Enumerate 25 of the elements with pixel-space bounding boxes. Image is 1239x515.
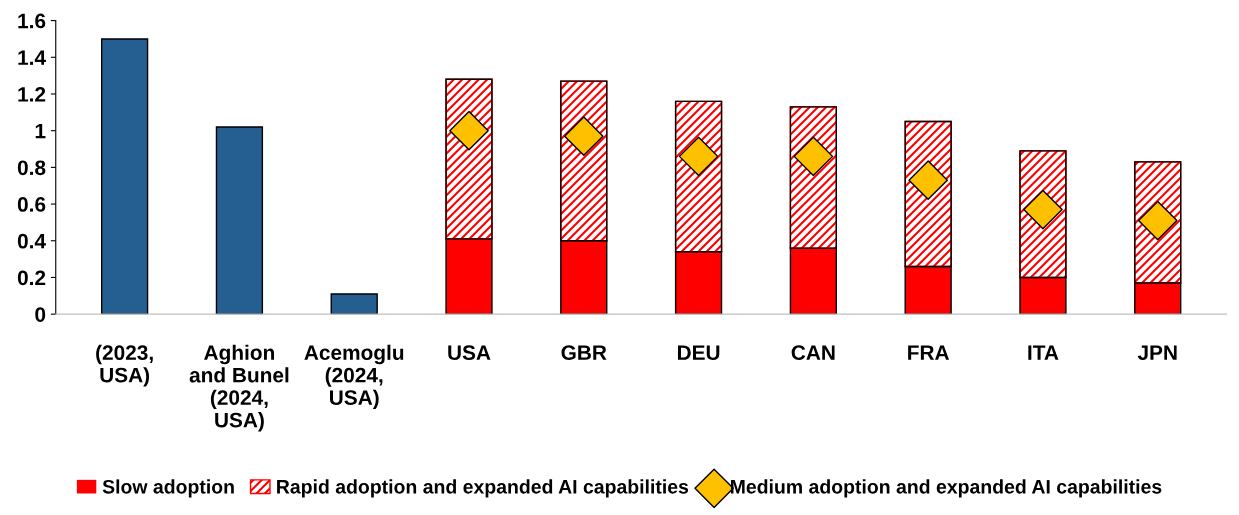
x-tick-label: USA <box>448 345 491 361</box>
point <box>793 136 834 177</box>
point <box>563 116 604 157</box>
x-tick-label: (2023, USA) <box>96 344 153 387</box>
x-tick-label: Aghion and Bunel (2024, USA) <box>189 344 289 432</box>
legend-label: Rapid adoption and expanded AI capabilities <box>277 479 689 498</box>
y-tick-label: 0.8 <box>17 160 46 176</box>
legend-label: Medium adoption and expanded AI capabilities <box>730 479 1162 498</box>
x-tick-label: Acemoglu (2024, USA) <box>304 344 404 410</box>
y-tick-label: 0.6 <box>17 197 46 212</box>
y-tick-label: 0.2 <box>17 270 46 286</box>
point <box>449 110 489 151</box>
y-tick-label: 1 <box>35 123 46 139</box>
y-tick-label: 0 <box>35 307 46 322</box>
y-tick-label: 1.4 <box>18 50 46 65</box>
x-tick-label: JPN <box>1137 345 1177 361</box>
y-tick-label: 0.4 <box>17 233 46 249</box>
y-tick-label: 1.6 <box>18 13 46 29</box>
x-tick-label: FRA <box>908 345 950 360</box>
x-tick-label: CAN <box>791 345 835 361</box>
y-tick-label: 1.2 <box>18 86 46 102</box>
x-tick-label: DEU <box>677 345 720 361</box>
x-tick-label: GBR <box>561 345 607 361</box>
legend-label: Slow adoption <box>102 479 234 498</box>
x-tick-label: ITA <box>1028 345 1059 360</box>
